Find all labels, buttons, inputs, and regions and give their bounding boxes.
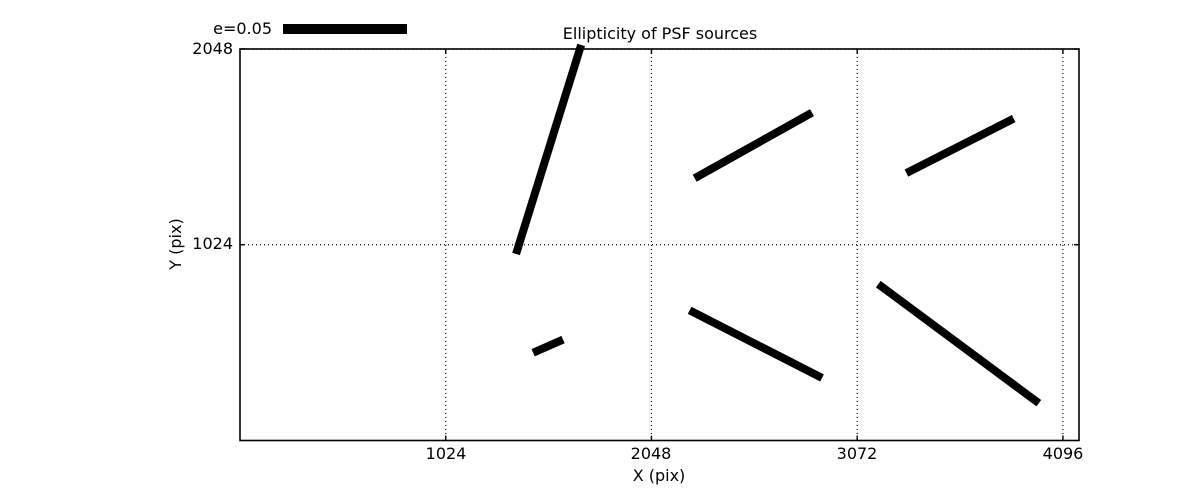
tick-marks [240, 48, 1079, 441]
y-axis-label: Y (pix) [166, 218, 185, 270]
ellipticity-stick [512, 43, 585, 256]
gridlines [240, 48, 1079, 441]
legend-label: e=0.05 [213, 19, 272, 38]
chart-title: Ellipticity of PSF sources [562, 24, 758, 43]
xtick-label-4096: 4096 [1042, 444, 1084, 463]
xtick-label-2048: 2048 [630, 444, 672, 463]
xtick-label-1024: 1024 [425, 444, 467, 463]
xtick-label-3072: 3072 [836, 444, 878, 463]
axes-frame [239, 48, 1080, 442]
ellipticity-stick [904, 115, 1016, 177]
ellipticity-sticks [512, 43, 1042, 407]
ytick-label-2048: 2048 [192, 39, 233, 58]
ytick-label-1024: 1024 [192, 234, 233, 253]
ellipticity-stick [531, 335, 565, 357]
legend-scale-bar [283, 24, 407, 34]
ellipticity-stick [692, 109, 814, 182]
ellipticity-stick [875, 280, 1042, 407]
legend: e=0.05 [0, 19, 407, 39]
ellipticity-stick [687, 306, 824, 382]
x-axis-label: X (pix) [632, 466, 686, 485]
